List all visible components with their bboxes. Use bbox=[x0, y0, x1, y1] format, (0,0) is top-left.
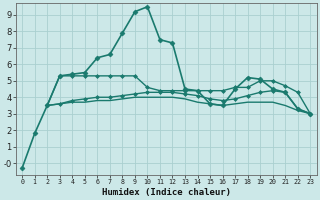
X-axis label: Humidex (Indice chaleur): Humidex (Indice chaleur) bbox=[102, 188, 231, 197]
